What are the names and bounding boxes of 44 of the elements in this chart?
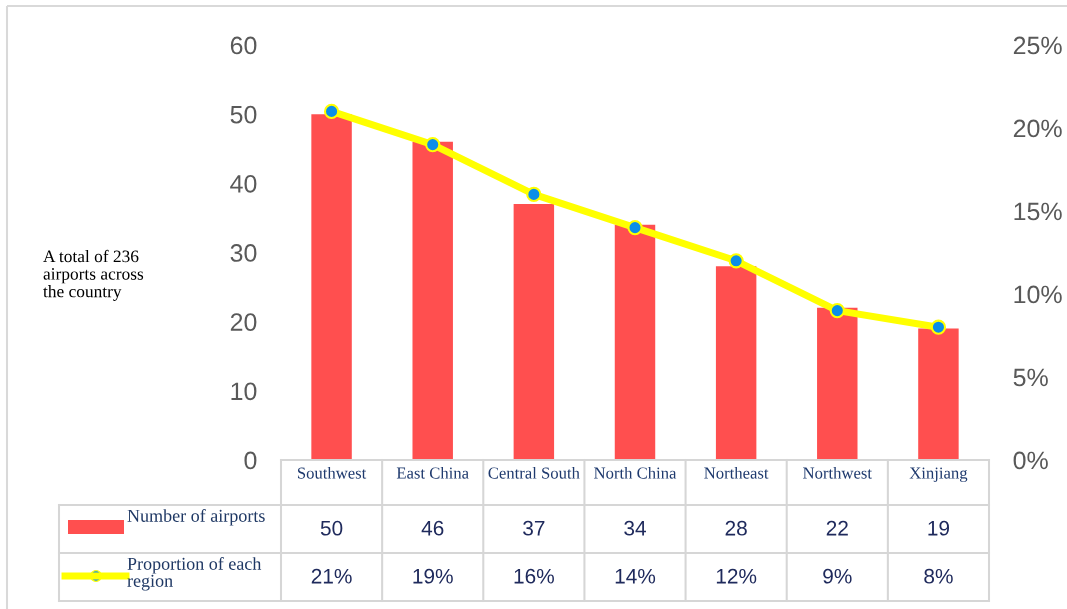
data-label: 22: [826, 520, 848, 536]
legend-label: Proportion of each region: [127, 557, 262, 591]
y2-tick-label: 25%: [1013, 36, 1062, 55]
x-tick-label: Central South: [488, 466, 580, 479]
y-tick-label: 10: [231, 382, 257, 401]
y2-tick-label: 0%: [1013, 451, 1048, 470]
data-label: 37: [523, 520, 545, 536]
bar: [918, 328, 959, 460]
x-tick-label: East China: [396, 466, 469, 479]
data-label: 16%: [514, 568, 554, 584]
bar: [513, 204, 555, 460]
data-label: 28: [725, 520, 747, 536]
data-label: 8%: [924, 568, 953, 584]
y2-tick-label: 20%: [1013, 119, 1062, 138]
x-tick-label: Northwest: [803, 466, 872, 479]
bar: [311, 114, 352, 460]
x-tick-label: Northeast: [704, 466, 769, 479]
bar: [412, 141, 453, 460]
y-tick-label: 0: [244, 451, 257, 470]
bar: [614, 224, 656, 460]
data-label: 50: [320, 520, 343, 536]
data-label: 34: [624, 520, 646, 536]
x-tick-label: Xinjiang: [909, 467, 968, 483]
bar: [715, 266, 757, 460]
y2-tick-label: 15%: [1014, 202, 1062, 221]
legend-label: Number of airports: [127, 509, 265, 526]
x-tick-label: Southwest: [297, 466, 367, 479]
y2-tick-label: 5%: [1013, 368, 1048, 387]
y-tick-label: 50: [230, 105, 257, 124]
y-tick-label: 20: [230, 313, 257, 331]
y-tick-label: 30: [230, 244, 257, 262]
data-label: 14%: [615, 568, 656, 584]
data-label: 12%: [716, 568, 757, 584]
data-label: 21%: [311, 568, 352, 584]
y-tick-label: 40: [230, 174, 257, 193]
x-tick-label: North China: [594, 466, 677, 479]
y-tick-label: 60: [230, 36, 257, 55]
data-label: 9%: [823, 568, 852, 584]
bar: [817, 307, 858, 460]
data-label: 19: [928, 520, 950, 536]
data-label: 19%: [413, 568, 453, 584]
data-label: 46: [421, 520, 444, 536]
text: A total of 236 airports across the country: [43, 249, 144, 301]
y2-tick-label: 10%: [1014, 285, 1062, 304]
